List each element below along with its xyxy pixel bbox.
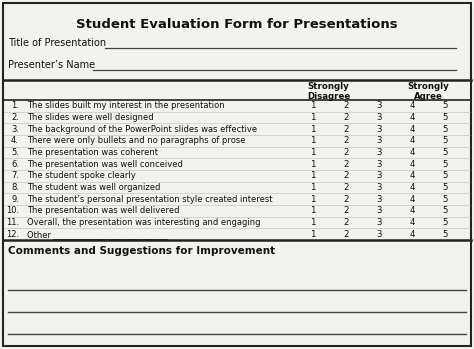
Text: 3: 3 — [376, 148, 382, 157]
Text: 3: 3 — [376, 113, 382, 122]
Text: Strongly
Agree: Strongly Agree — [407, 82, 449, 102]
Text: 4: 4 — [410, 125, 415, 134]
Text: The slides built my interest in the presentation: The slides built my interest in the pres… — [27, 101, 225, 110]
Text: 4: 4 — [410, 230, 415, 239]
Text: 3: 3 — [376, 183, 382, 192]
Text: 4: 4 — [410, 171, 415, 180]
Text: 10.: 10. — [6, 206, 19, 215]
Text: 5: 5 — [443, 183, 448, 192]
Text: 2: 2 — [343, 230, 349, 239]
Text: 2: 2 — [343, 113, 349, 122]
Text: 2: 2 — [343, 148, 349, 157]
Text: 4: 4 — [410, 159, 415, 169]
Text: 1: 1 — [310, 159, 316, 169]
Text: 3: 3 — [376, 218, 382, 227]
Text: 2: 2 — [343, 125, 349, 134]
Text: 3: 3 — [376, 136, 382, 145]
Text: 12.: 12. — [6, 230, 19, 239]
Text: Comments and Suggestions for Improvement: Comments and Suggestions for Improvement — [8, 246, 275, 256]
Text: 3: 3 — [376, 125, 382, 134]
Text: 2: 2 — [343, 159, 349, 169]
Text: 1: 1 — [310, 125, 316, 134]
Text: 8.: 8. — [11, 183, 19, 192]
Text: The slides were well designed: The slides were well designed — [27, 113, 154, 122]
Text: 1: 1 — [310, 195, 316, 204]
Text: 5.: 5. — [11, 148, 19, 157]
Text: 4: 4 — [410, 206, 415, 215]
Text: 2: 2 — [343, 183, 349, 192]
Text: 4: 4 — [410, 183, 415, 192]
Text: Other ___________________________: Other ___________________________ — [27, 230, 169, 239]
Text: 2: 2 — [343, 206, 349, 215]
Text: 1: 1 — [310, 171, 316, 180]
Text: 11.: 11. — [6, 218, 19, 227]
Text: 3: 3 — [376, 230, 382, 239]
Text: The presentation was coherent: The presentation was coherent — [27, 148, 158, 157]
Text: 4: 4 — [410, 148, 415, 157]
Text: 1: 1 — [310, 148, 316, 157]
Text: The presentation was well conceived: The presentation was well conceived — [27, 159, 183, 169]
Text: 5: 5 — [443, 195, 448, 204]
Text: 3: 3 — [376, 206, 382, 215]
Text: The background of the PowerPoint slides was effective: The background of the PowerPoint slides … — [27, 125, 257, 134]
Text: Student Evaluation Form for Presentations: Student Evaluation Form for Presentation… — [76, 18, 398, 31]
Text: 3: 3 — [376, 101, 382, 110]
Text: 5: 5 — [443, 148, 448, 157]
Text: 4.: 4. — [11, 136, 19, 145]
Text: The student’s personal presentation style created interest: The student’s personal presentation styl… — [27, 195, 273, 204]
Text: The student spoke clearly: The student spoke clearly — [27, 171, 136, 180]
Text: 4: 4 — [410, 113, 415, 122]
Text: Title of Presentation: Title of Presentation — [8, 38, 106, 48]
Text: 5: 5 — [443, 136, 448, 145]
Text: 7.: 7. — [11, 171, 19, 180]
Text: 5: 5 — [443, 101, 448, 110]
Text: 4: 4 — [410, 101, 415, 110]
Text: 5: 5 — [443, 171, 448, 180]
Text: 3: 3 — [376, 159, 382, 169]
Text: 1: 1 — [310, 230, 316, 239]
Text: 1.: 1. — [11, 101, 19, 110]
Text: 2: 2 — [343, 101, 349, 110]
Text: 3: 3 — [376, 171, 382, 180]
Text: 5: 5 — [443, 113, 448, 122]
Text: 5: 5 — [443, 206, 448, 215]
Text: 1: 1 — [310, 218, 316, 227]
Text: 4: 4 — [410, 218, 415, 227]
Text: 2: 2 — [343, 218, 349, 227]
Text: There were only bullets and no paragraphs of prose: There were only bullets and no paragraph… — [27, 136, 246, 145]
Text: 5: 5 — [443, 218, 448, 227]
Text: Overall, the presentation was interesting and engaging: Overall, the presentation was interestin… — [27, 218, 261, 227]
Text: 5: 5 — [443, 230, 448, 239]
Text: 2: 2 — [343, 195, 349, 204]
Text: 1: 1 — [310, 113, 316, 122]
Text: 3.: 3. — [11, 125, 19, 134]
Text: 9.: 9. — [11, 195, 19, 204]
Text: The presentation was well delivered: The presentation was well delivered — [27, 206, 180, 215]
Text: Presenter’s Name: Presenter’s Name — [8, 60, 95, 70]
Text: 2: 2 — [343, 136, 349, 145]
Text: 4: 4 — [410, 136, 415, 145]
Text: 5: 5 — [443, 125, 448, 134]
Text: 4: 4 — [410, 195, 415, 204]
Text: 3: 3 — [376, 195, 382, 204]
Text: 2.: 2. — [11, 113, 19, 122]
Text: 1: 1 — [310, 206, 316, 215]
Text: 6.: 6. — [11, 159, 19, 169]
Text: 5: 5 — [443, 159, 448, 169]
Text: 1: 1 — [310, 101, 316, 110]
Text: 2: 2 — [343, 171, 349, 180]
Text: 1: 1 — [310, 183, 316, 192]
Text: 1: 1 — [310, 136, 316, 145]
Text: The student was well organized: The student was well organized — [27, 183, 161, 192]
Text: Strongly
Disagree: Strongly Disagree — [307, 82, 350, 102]
